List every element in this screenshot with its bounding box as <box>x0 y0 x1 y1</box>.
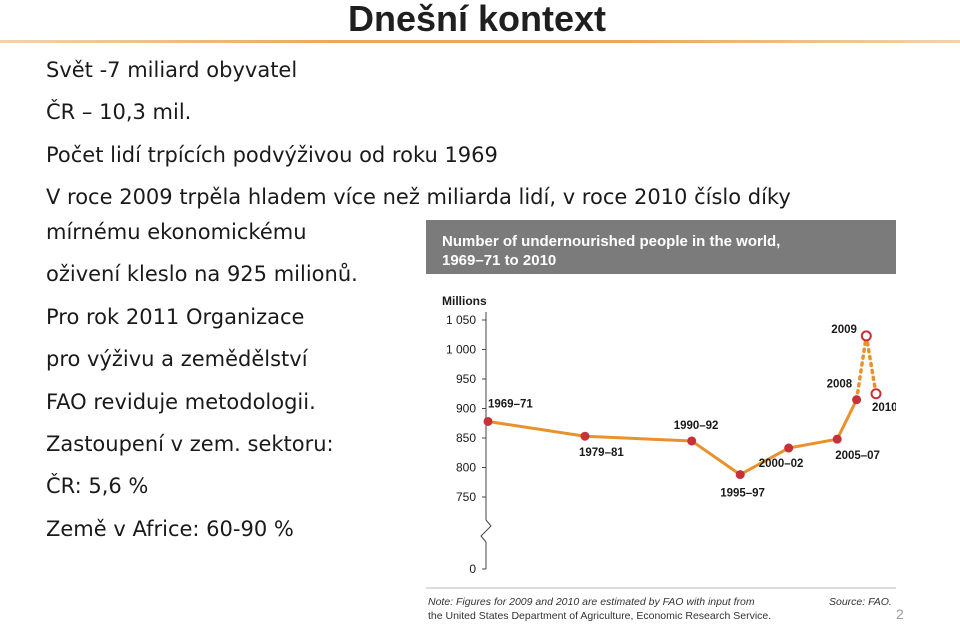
page-number: 2 <box>896 606 904 622</box>
title-underline <box>0 40 960 43</box>
y-tick-label: 1 050 <box>446 313 476 327</box>
estimated-segment <box>864 334 878 396</box>
data-point <box>784 443 794 453</box>
y-tick-label: 0 <box>469 562 476 576</box>
chart-header-band <box>426 220 896 274</box>
text-line: FAO reviduje metodologii. <box>46 390 316 414</box>
data-point <box>832 434 842 444</box>
data-point <box>687 436 697 446</box>
point-labels: 1969–71 1979–81 1990–92 1995–97 2000–02 2005–… <box>488 324 896 500</box>
y-tick-label: 900 <box>456 402 476 416</box>
text-line: oživení kleslo na 925 milionů. <box>46 262 358 286</box>
y-tick-label: 1 000 <box>446 343 476 357</box>
point-label: 2005–07 <box>835 450 880 462</box>
text-line: pro výživu a zemědělství <box>46 347 308 371</box>
text-line: Země v Africe: 60-90 % <box>46 517 294 541</box>
y-tick-label: 950 <box>456 372 476 386</box>
chart-svg: Number of undernourished people in the w… <box>426 220 896 622</box>
y-axis: 0 750 800 850 900 950 1 000 1 050 <box>446 312 492 576</box>
text-line: Svět -7 miliard obyvatel <box>46 58 298 82</box>
point-label: 2000–02 <box>759 458 804 470</box>
chart-source: Source: FAO. <box>829 596 892 608</box>
text-line: V roce 2009 trpěla hladem více než milia… <box>46 185 791 209</box>
text-line: Pro rok 2011 Organizace <box>46 305 305 329</box>
point-label: 1979–81 <box>579 447 624 459</box>
y-axis-label: Millions <box>442 294 487 308</box>
series-line <box>483 330 882 480</box>
y-tick-label: 850 <box>456 431 476 445</box>
slide-title: Dnešní kontext <box>348 0 607 39</box>
point-label: 2009 <box>831 324 857 336</box>
undernourished-chart: Number of undernourished people in the w… <box>426 220 896 625</box>
text-line: mírnému ekonomickému <box>46 220 307 244</box>
point-label: 1990–92 <box>674 420 719 432</box>
series-segment <box>583 434 694 443</box>
point-label: 1995–97 <box>720 488 765 500</box>
chart-note-line-2: the United States Department of Agricult… <box>428 610 771 622</box>
data-point <box>735 470 745 480</box>
chart-title-line-1: Number of undernourished people in the w… <box>442 233 780 250</box>
y-tick-label: 750 <box>456 490 476 504</box>
estimated-segment <box>854 334 869 402</box>
text-line: ČR: 5,6 % <box>46 474 149 498</box>
series-segment <box>787 437 839 450</box>
point-label: 2010 <box>872 402 896 414</box>
text-line: ČR – 10,3 mil. <box>46 100 192 124</box>
series-segment <box>690 439 742 477</box>
point-label: 1969–71 <box>488 398 533 410</box>
text-line: Počet lidí trpících podvýživou od roku 1… <box>46 143 498 167</box>
estimated-point <box>860 330 872 342</box>
y-axis-break-mark <box>480 519 492 543</box>
estimated-point <box>870 388 882 400</box>
data-point <box>852 395 862 405</box>
series-segment <box>738 446 791 477</box>
data-point <box>483 416 493 426</box>
series-segment <box>835 398 859 441</box>
y-tick-label: 800 <box>456 461 476 475</box>
text-line: Zastoupení v zem. sektoru: <box>46 432 334 456</box>
chart-note-line-1: Note: Figures for 2009 and 2010 are esti… <box>428 596 755 608</box>
series-segment <box>486 419 587 438</box>
data-point <box>580 431 590 441</box>
point-label: 2008 <box>827 379 853 391</box>
chart-title-line-2: 1969–71 to 2010 <box>442 252 556 269</box>
